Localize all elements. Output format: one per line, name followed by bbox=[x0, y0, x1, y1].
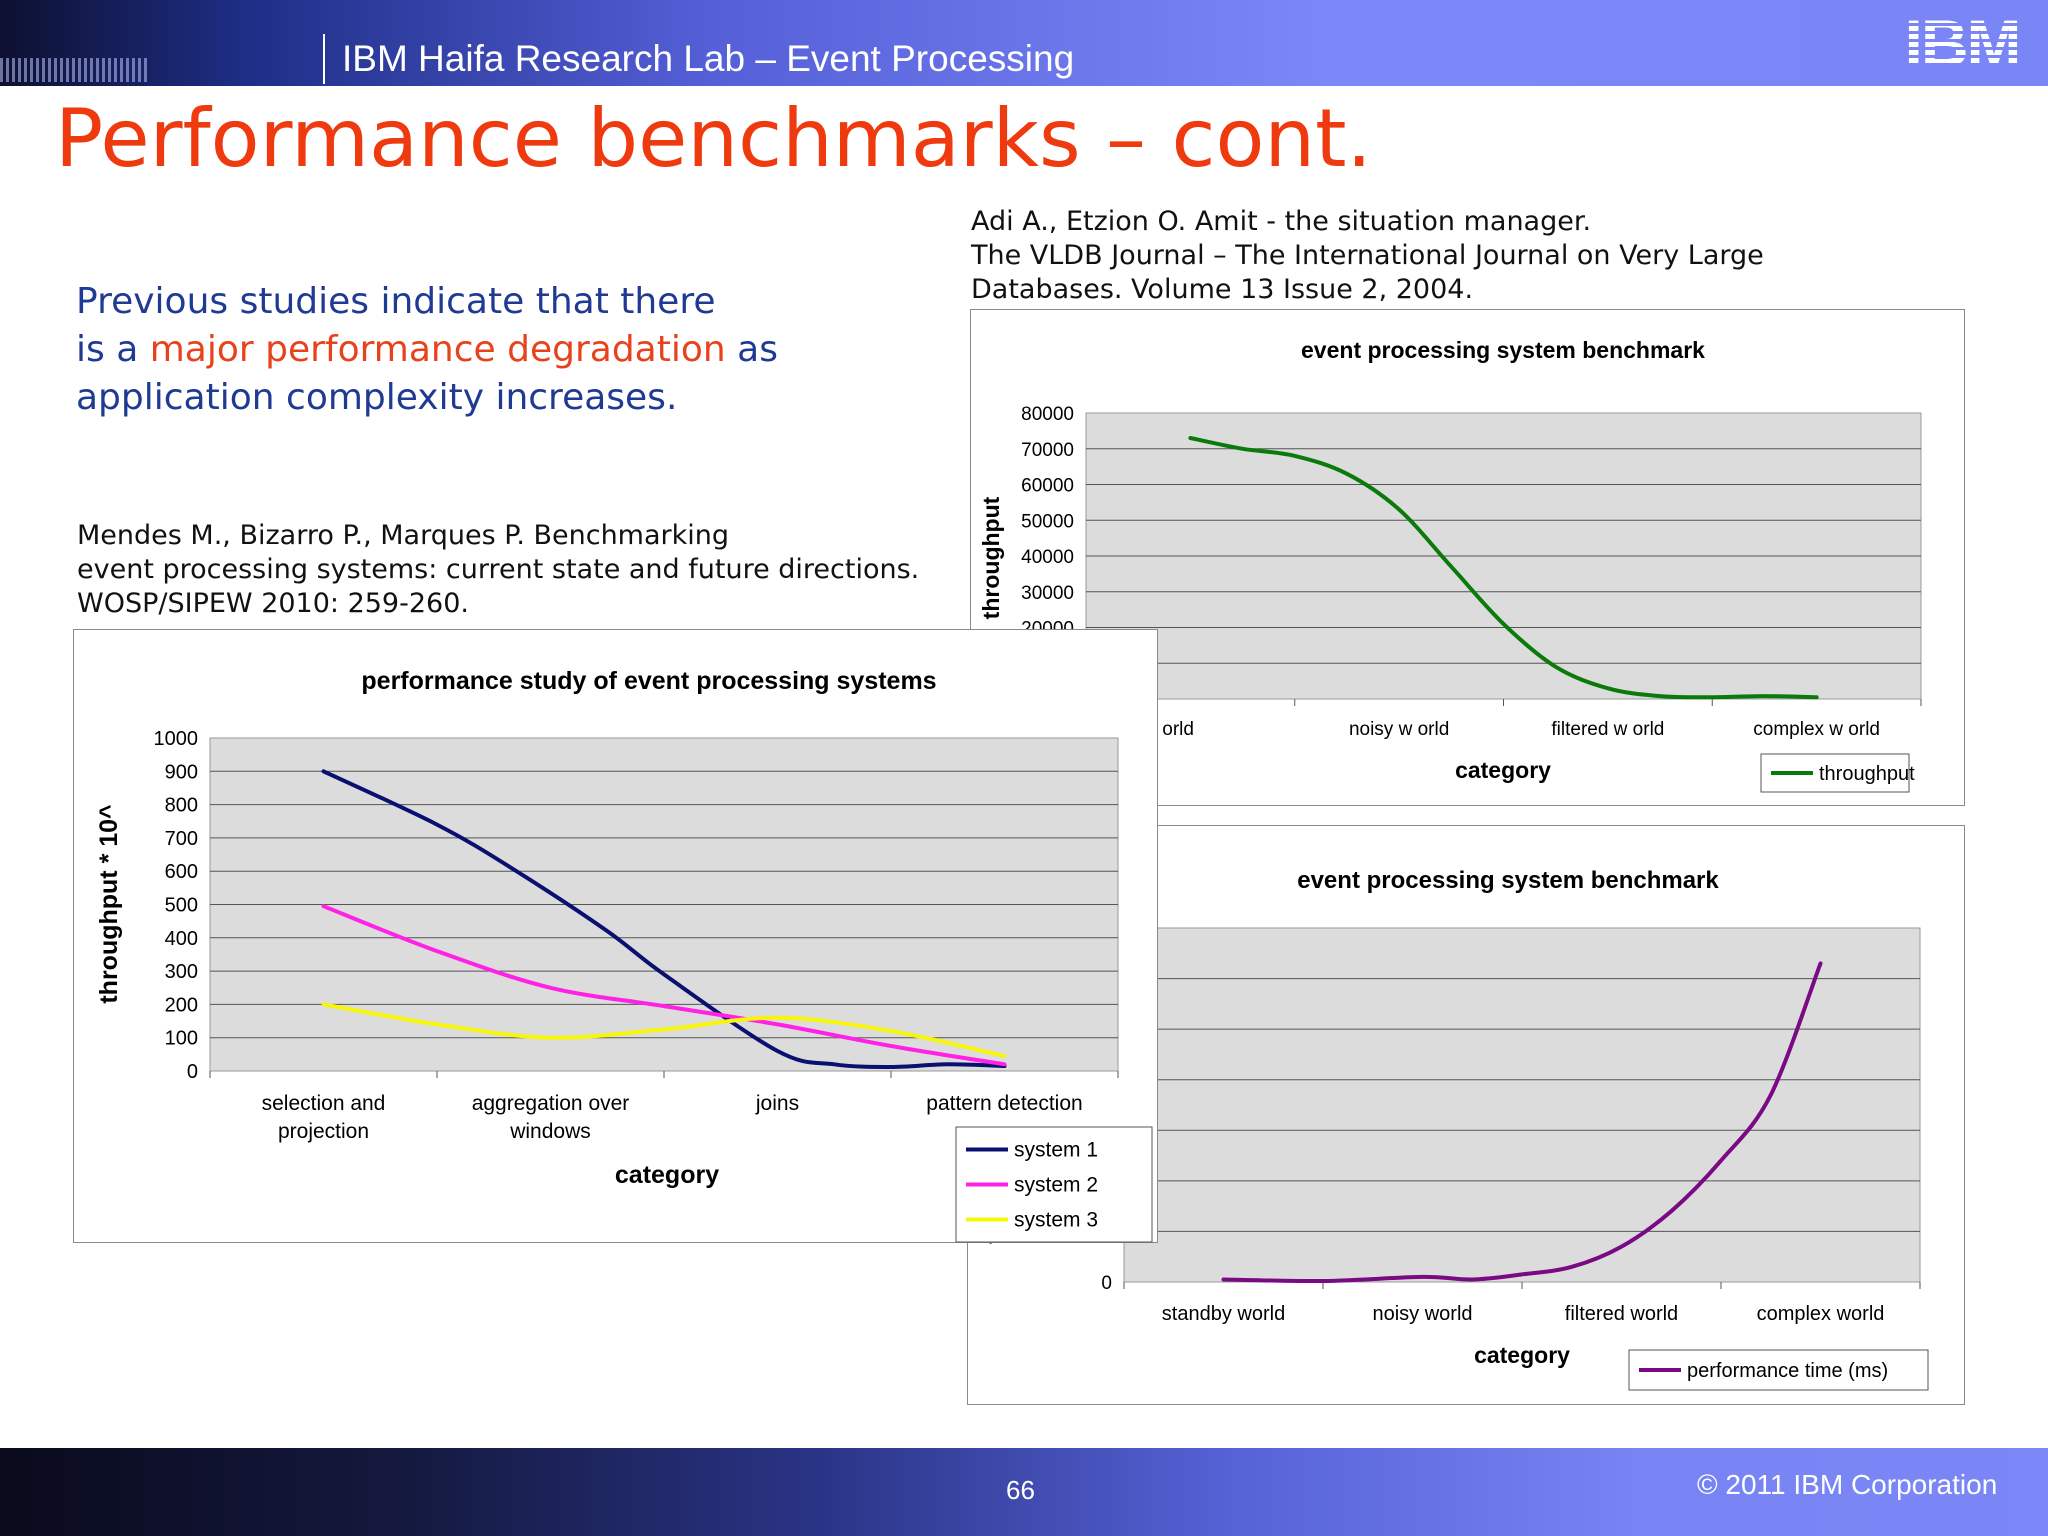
series-line bbox=[321, 769, 1007, 1069]
svg-text:IBM: IBM bbox=[1905, 10, 2020, 72]
x-axis-label: category bbox=[1474, 1342, 1570, 1368]
page-title: Performance benchmarks – cont. bbox=[55, 92, 1372, 185]
intro-text: Previous studies indicate that there is … bbox=[76, 278, 836, 422]
y-tick-label: 300 bbox=[165, 961, 198, 983]
legend-label: throughput bbox=[1819, 763, 1915, 785]
chart-title: performance study of event processing sy… bbox=[361, 667, 936, 695]
y-axis-label: throughput * 10^ bbox=[95, 804, 123, 1004]
category-label: complex w orld bbox=[1753, 719, 1880, 740]
plot-area bbox=[1123, 927, 1921, 1283]
page-number: 66 bbox=[1006, 1475, 1035, 1505]
intro-line-2b: as bbox=[725, 329, 778, 370]
category-label: projection bbox=[278, 1120, 369, 1143]
intro-line-1: Previous studies indicate that there bbox=[76, 281, 716, 322]
category-label: joins bbox=[755, 1092, 799, 1115]
y-tick-label: 0 bbox=[1101, 1273, 1112, 1294]
performance-study-chart: 1000 900 800 700 600 500 400 300 200 100 0 selectio… bbox=[73, 629, 1158, 1243]
category-label: aggregation over bbox=[472, 1092, 630, 1115]
category-label: noisy w orld bbox=[1349, 719, 1449, 740]
intro-highlight: major performance degradation bbox=[149, 329, 726, 370]
y-tick-label: 40000 bbox=[1021, 547, 1074, 568]
intro-line-2a: is a bbox=[76, 329, 150, 370]
y-tick-label: 70000 bbox=[1021, 440, 1074, 461]
y-tick-label: 700 bbox=[165, 828, 198, 850]
y-tick-label: 800 bbox=[165, 795, 198, 817]
header-decoration bbox=[0, 58, 150, 82]
legend-label: system 1 bbox=[1014, 1139, 1098, 1162]
copyright-text: © 2011 IBM Corporation bbox=[1697, 1469, 1998, 1500]
footer-bar bbox=[0, 1448, 2048, 1536]
category-label: filtered world bbox=[1565, 1303, 1678, 1325]
chart-title: event processing system benchmark bbox=[1301, 337, 1705, 363]
category-label: standby world bbox=[1162, 1303, 1285, 1325]
category-label: filtered w orld bbox=[1551, 719, 1664, 740]
y-tick-label: 50000 bbox=[1021, 511, 1074, 532]
header-separator bbox=[323, 34, 325, 84]
ibm-logo: IBM bbox=[1905, 10, 2022, 72]
y-tick-label: 60000 bbox=[1021, 476, 1074, 497]
category-label: pattern detection bbox=[926, 1092, 1082, 1115]
intro-line-3: application complexity increases. bbox=[76, 377, 678, 418]
y-tick-label: 80000 bbox=[1021, 404, 1074, 425]
header-title: IBM Haifa Research Lab – Event Processin… bbox=[342, 38, 1075, 79]
reference-line: WOSP/SIPEW 2010: 259-260. bbox=[77, 588, 469, 619]
reference-line: Mendes M., Bizarro P., Marques P. Benchm… bbox=[77, 520, 730, 551]
chart-title: event processing system benchmark bbox=[1297, 867, 1719, 894]
y-tick-label: 600 bbox=[165, 861, 198, 883]
legend-label: system 3 bbox=[1014, 1209, 1098, 1232]
y-tick-label: 900 bbox=[165, 761, 198, 783]
reference-line: Databases. Volume 13 Issue 2, 2004. bbox=[971, 274, 1474, 305]
x-axis-label: category bbox=[1455, 757, 1551, 783]
reference-line: event processing systems: current state … bbox=[77, 554, 920, 585]
legend-label: system 2 bbox=[1014, 1174, 1098, 1197]
reference-line: Adi A., Etzion O. Amit - the situation m… bbox=[971, 206, 1592, 237]
header-bar: IBM Haifa Research Lab – Event Processin… bbox=[0, 0, 2048, 86]
y-tick-label: 30000 bbox=[1021, 583, 1074, 604]
y-tick-label: 200 bbox=[165, 994, 198, 1016]
reference-line: The VLDB Journal – The International Jou… bbox=[971, 240, 1764, 271]
series-line bbox=[1188, 436, 1819, 700]
reference-adi: Adi A., Etzion O. Amit - the situation m… bbox=[971, 205, 1764, 307]
throughput-chart-svg: 80000700006000050000400003000020000ndby … bbox=[978, 337, 1922, 793]
series-line bbox=[1221, 961, 1823, 1284]
performance-time-chart-svg: 0 standby world noisy world filtered world c… bbox=[981, 867, 1929, 1391]
category-label: selection and bbox=[262, 1092, 386, 1115]
y-tick-label: 100 bbox=[165, 1028, 198, 1050]
category-label: noisy world bbox=[1372, 1303, 1472, 1325]
category-label: windows bbox=[509, 1120, 591, 1143]
series-line bbox=[321, 1002, 1007, 1058]
y-tick-label: 0 bbox=[187, 1061, 198, 1083]
y-tick-label: 1000 bbox=[154, 728, 199, 750]
y-tick-label: 500 bbox=[165, 895, 198, 917]
category-label: complex world bbox=[1757, 1303, 1885, 1325]
performance-study-chart-svg: 10009008007006005004003002001000selectio… bbox=[95, 667, 1153, 1243]
reference-mendes: Mendes M., Bizarro P., Marques P. Benchm… bbox=[77, 519, 919, 621]
x-axis-label: category bbox=[615, 1161, 719, 1189]
y-tick-label: 400 bbox=[165, 928, 198, 950]
legend-label: performance time (ms) bbox=[1687, 1360, 1888, 1382]
series-line bbox=[321, 904, 1007, 1067]
y-axis-label: throughput bbox=[978, 496, 1004, 619]
